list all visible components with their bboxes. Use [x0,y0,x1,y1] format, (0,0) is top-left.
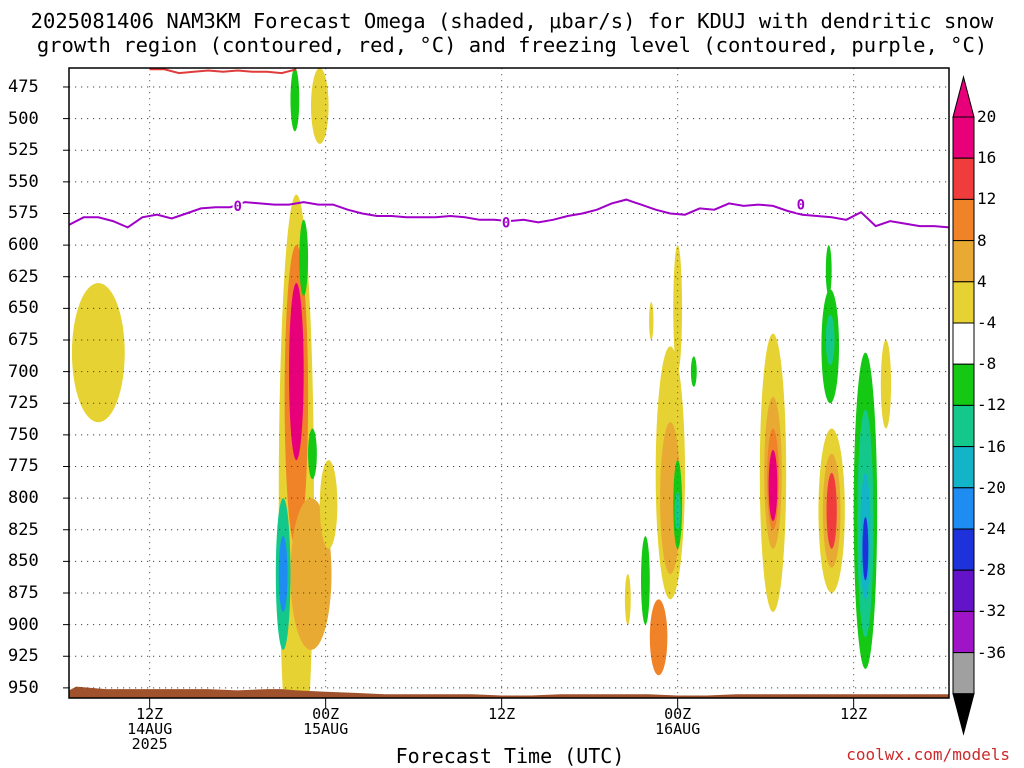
freezing-level-label-0: 0 [233,199,241,215]
terrain-surface [69,686,949,698]
y-tick-label-825: 825 [8,519,39,540]
y-tick-label-625: 625 [8,266,39,287]
omega-feature-11 [319,460,338,549]
dgz-contour-line [149,68,297,75]
colorbar-arrow-top [952,75,975,118]
colorbar-label-1: 16 [977,148,997,168]
freezing-level-label-bg-0 [232,197,243,214]
y-tick-label-550: 550 [8,171,39,192]
colorbar-label-0: 20 [977,107,997,126]
freezing-level-label-2: 0 [797,198,805,214]
colorbar-bin-13 [952,652,975,695]
omega-feature-3 [289,283,304,461]
colorbar-label-9: -20 [977,477,1006,497]
omega-feature-17 [674,491,681,530]
omega-feature-19 [624,574,631,625]
omega-feature-14 [649,599,668,676]
omega-feature-25 [768,450,778,521]
y-tick-label-750: 750 [8,424,39,445]
x-tick-label-0-2: 2025 [131,735,168,753]
freezing-level-label-1: 0 [502,215,510,231]
omega-feature-4 [290,498,332,650]
chart-title-line-2: growth region (contoured, red, °C) and f… [36,33,988,57]
omega-feature-35 [862,517,869,581]
x-tick-label-0-0: 12Z [136,705,164,723]
x-tick-label-0-1: 14AUG [127,720,173,738]
x-tick-label-48-0: 12Z [840,705,868,723]
y-tick-label-725: 725 [8,393,39,414]
colorbar-label-7: -12 [977,395,1006,415]
freezing-level-label-bg-2 [795,196,806,213]
colorbar-bin-6 [952,363,975,406]
colorbar-label-2: 12 [977,189,997,209]
colorbar-label-13: -36 [977,642,1006,662]
colorbar-bin-11 [952,569,975,612]
y-tick-label-675: 675 [8,329,39,350]
omega-feature-20 [649,302,654,340]
y-tick-label-475: 475 [8,76,39,97]
omega-feature-8 [299,219,309,296]
y-tick-label-900: 900 [8,614,39,635]
y-tick-label-700: 700 [8,361,39,382]
y-tick-label-500: 500 [8,108,39,129]
colorbar-bin-5 [952,322,975,365]
colorbar-bin-1 [952,157,975,200]
x-tick-label-24-0: 12Z [488,705,516,723]
terrain-layer [69,686,949,698]
grid-lines [69,68,949,698]
y-tick-label-600: 600 [8,235,39,256]
omega-feature-18 [641,536,650,625]
colorbar-arrow-bottom [952,693,975,736]
y-tick-label-800: 800 [8,488,39,509]
y-tick-label-875: 875 [8,583,39,603]
y-tick-label-650: 650 [8,298,39,319]
y-tick-label-950: 950 [8,677,39,698]
colorbar-label-8: -16 [977,436,1006,456]
y-tick-label-925: 925 [8,646,39,667]
omega-shading [71,68,892,698]
y-tick-label-775: 775 [8,456,39,477]
omega-feature-31 [825,245,832,296]
colorbar-bin-2 [952,198,975,242]
colorbar-label-12: -32 [977,601,1006,621]
colorbar-bin-10 [952,528,975,571]
omega-feature-7 [290,68,300,132]
freezing-level-label-bg-1 [501,214,512,231]
omega-feature-0 [71,283,125,423]
dgz-contour [149,68,297,75]
credit-link[interactable]: coolwx.com/models [846,745,1010,764]
colorbar-bin-12 [952,610,975,654]
omega-feature-9 [308,428,317,480]
x-tick-label-12-1: 15AUG [303,720,349,738]
plot-frame [68,67,950,699]
colorbar-label-10: -24 [977,519,1006,538]
colorbar-bin-4 [952,281,975,324]
omega-feature-28 [826,472,837,549]
colorbar-label-11: -28 [977,560,1006,580]
colorbar-bin-0 [952,116,975,159]
x-tick-label-36-0: 00Z [664,705,692,723]
colorbar-bin-3 [952,240,975,283]
y-tick-label-575: 575 [8,203,39,224]
omega-feature-30 [825,314,835,366]
freezing-level: 0 0 0 [69,196,949,231]
colorbar-label-5: -4 [977,313,997,332]
y-tick-label-525: 525 [8,140,39,161]
y-tick-label-850: 850 [8,551,39,572]
chart-title-line-1: 2025081406 NAM3KM Forecast Omega (shaded… [30,9,994,33]
x-tick-label-12-0: 00Z [312,705,340,723]
colorbar [952,75,975,736]
colorbar-label-3: 8 [977,230,987,250]
colorbar-label-6: -8 [977,354,997,374]
x-axis-title: Forecast Time (UTC) [395,744,625,768]
omega-feature-10 [311,68,329,144]
omega-feature-6 [278,536,288,612]
colorbar-bin-7 [952,404,975,448]
omega-feature-36 [880,339,892,429]
colorbar-label-4: 4 [977,271,987,291]
colorbar-bin-9 [952,487,975,530]
colorbar-bin-8 [952,446,975,489]
x-tick-label-36-1: 16AUG [655,720,701,738]
